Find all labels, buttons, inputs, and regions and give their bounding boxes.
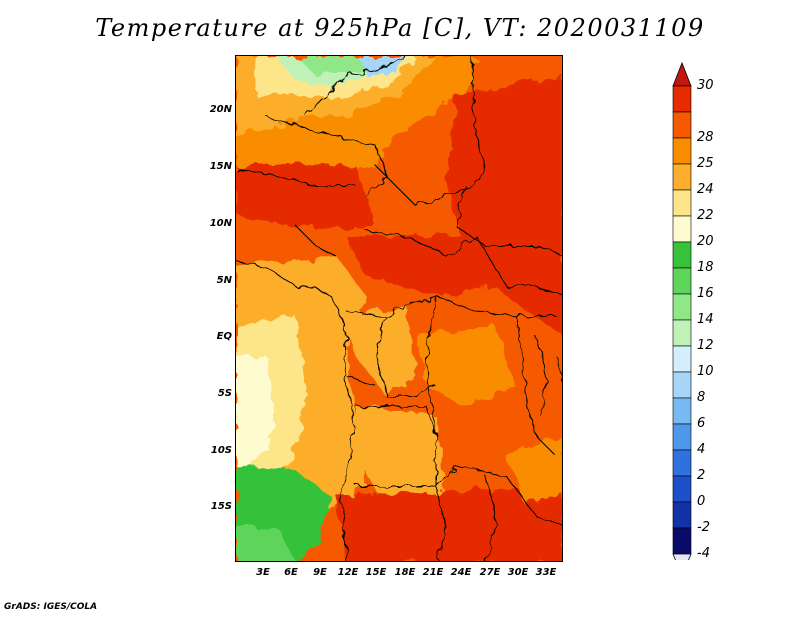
colorbar-label: 30 <box>697 78 714 93</box>
colorbar-swatch <box>672 501 692 529</box>
colorbar-label: 20 <box>697 234 714 249</box>
field-coast-20 <box>236 356 276 476</box>
colorbar-label: 6 <box>697 416 706 431</box>
field-congo-24 <box>346 306 416 396</box>
lon-label-15e: 15E <box>365 567 387 578</box>
colorbar-swatch <box>672 319 692 347</box>
colorbar-swatch <box>672 423 692 451</box>
field-center-28 <box>346 236 496 296</box>
colorbar-swatch <box>672 449 692 477</box>
colorbar-swatch <box>672 527 692 555</box>
lon-label-3e: 3E <box>256 567 270 578</box>
lon-label-6e: 6E <box>284 567 298 578</box>
field-west-28 <box>236 166 376 226</box>
colorbar-top-triangle <box>672 61 692 87</box>
colorbar-swatch <box>672 293 692 321</box>
lat-label-5s: 5S <box>217 388 232 399</box>
colorbar-label: 2 <box>697 468 706 483</box>
colorbar <box>672 61 692 560</box>
temperature-field <box>236 56 562 561</box>
lat-label-15s: 15S <box>210 501 232 512</box>
lat-label-5n: 5N <box>216 275 232 286</box>
colorbar-label: 4 <box>697 442 706 457</box>
colorbar-swatch <box>672 475 692 503</box>
colorbar-label: 12 <box>697 338 714 353</box>
field-se-25 <box>506 436 562 506</box>
colorbar-label: 14 <box>697 312 714 327</box>
field-south-28 <box>336 486 562 561</box>
lon-label-21e: 21E <box>422 567 444 578</box>
colorbar-label: 0 <box>697 494 706 509</box>
lon-label-30e: 30E <box>507 567 529 578</box>
chart-title: Temperature at 925hPa [C], VT: 202003110… <box>95 14 705 42</box>
colorbar-label: 16 <box>697 286 714 301</box>
lon-label-24e: 24E <box>450 567 472 578</box>
lat-label-10s: 10S <box>210 445 232 456</box>
lon-label-27e: 27E <box>479 567 501 578</box>
field-sw-14 <box>236 526 295 561</box>
colorbar-swatch <box>672 111 692 139</box>
temperature-map <box>235 55 563 562</box>
field-congo-25 <box>416 326 516 406</box>
coastline <box>236 260 355 561</box>
lat-label-15n: 15N <box>209 161 232 172</box>
lat-label-eq: EQ <box>216 331 232 342</box>
colorbar-swatch <box>672 371 692 399</box>
lon-label-33e: 33E <box>535 567 557 578</box>
colorbar-label: 24 <box>697 182 714 197</box>
colorbar-swatch <box>672 85 692 113</box>
lat-label-20n: 20N <box>209 104 232 115</box>
colorbar-swatch <box>672 241 692 269</box>
colorbar-swatch <box>672 189 692 217</box>
colorbar-label: 10 <box>697 364 714 379</box>
colorbar-swatch <box>672 267 692 295</box>
field-east-30 <box>446 76 562 335</box>
field-angola-24 <box>356 406 446 506</box>
colorbar-bottom-triangle <box>672 553 692 560</box>
colorbar-swatch <box>672 397 692 425</box>
boundaries <box>236 56 562 561</box>
lon-label-18e: 18E <box>394 567 416 578</box>
field-north-green2 <box>296 56 376 76</box>
colorbar-label: 28 <box>697 130 714 145</box>
colorbar-label: -4 <box>697 546 710 561</box>
colorbar-label: 18 <box>697 260 714 275</box>
colorbar-label: 8 <box>697 390 706 405</box>
colorbar-swatch <box>672 137 692 165</box>
colorbar-swatch <box>672 345 692 373</box>
footer-credit: GrADS: IGES/COLA <box>4 602 98 612</box>
colorbar-label: -2 <box>697 520 710 535</box>
colorbar-label: 22 <box>697 208 714 223</box>
lat-label-10n: 10N <box>209 218 232 229</box>
colorbar-swatch <box>672 215 692 243</box>
lon-label-9e: 9E <box>313 567 327 578</box>
lon-label-12e: 12E <box>337 567 359 578</box>
colorbar-swatch <box>672 163 692 191</box>
colorbar-label: 25 <box>697 156 714 171</box>
